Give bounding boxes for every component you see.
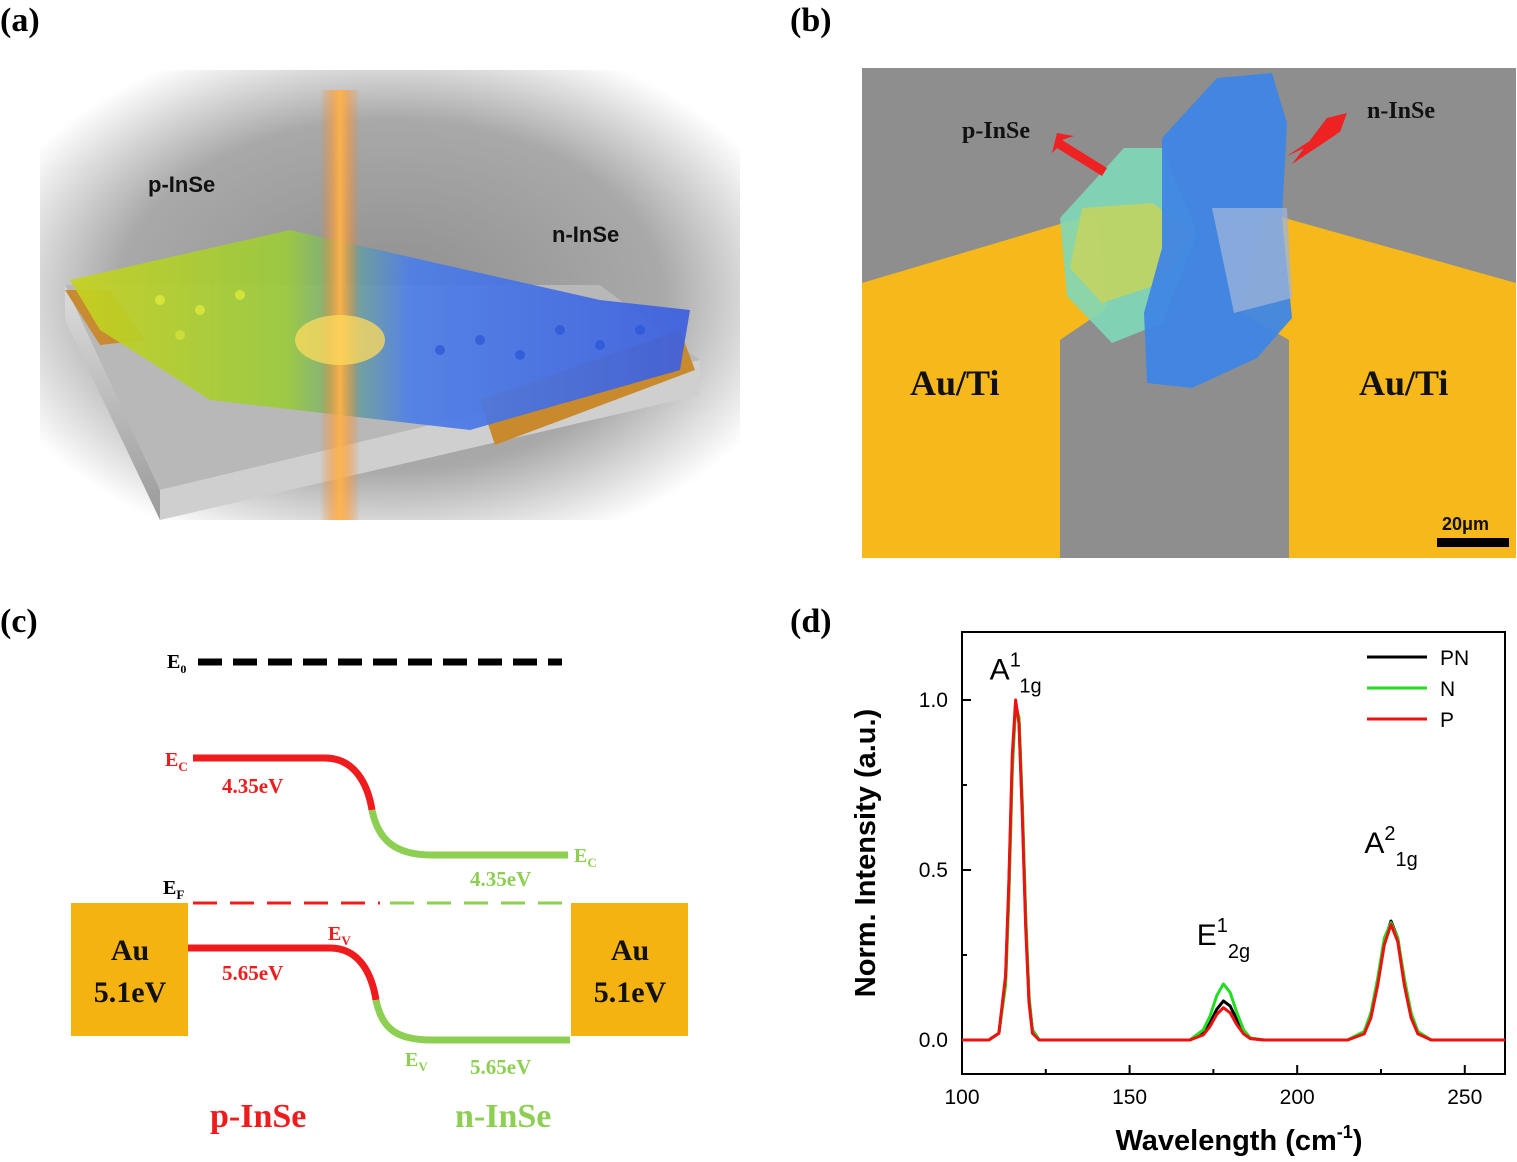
left-electrode [862,213,1107,558]
panel-b-label: (b) [790,2,832,39]
right-au-contact [571,903,688,1036]
panel-c-label: (c) [0,603,38,640]
axis-ticks: 100 150 200 250 0.0 0.5 1.0 [919,689,1483,1109]
y-tick-label: 1.0 [919,689,948,712]
valence-n-energy: 5.65eV [470,1055,531,1079]
micrograph-n-label: n-InSe [1367,98,1435,124]
n-overlap [1212,208,1292,313]
panel-d-label: (d) [790,603,832,640]
x-tick-label: 100 [944,1086,979,1109]
peak-label: E12g [1197,915,1250,963]
series-line-pn [962,701,1505,1042]
left-contact-metal: Au [111,934,149,967]
optical-micrograph: p-InSe n-InSe Au/Ti Au/Ti 20μm [862,68,1516,558]
right-contact-work-function: 5.1eV [594,976,667,1009]
valence-band-n [372,999,570,1044]
scale-bar-label: 20μm [1442,514,1489,534]
n-arrow [1287,113,1347,164]
valence-band-p [188,944,380,1001]
left-electrode-label: Au/Ti [910,363,999,403]
conduction-n-energy: 4.35eV [470,867,531,891]
laser-spot [295,315,385,365]
device-illustration: p-InSe n-InSe [40,70,740,520]
device-n-label: n-InSe [552,222,619,247]
conduction-n-symbol: EC [574,845,597,870]
plot-frame [961,631,1506,1075]
n-region-label: n-InSe [455,1098,551,1135]
fermi-level-label: EF [163,877,184,902]
x-tick-label: 250 [1447,1086,1482,1109]
laser-beam [320,90,360,520]
conduction-band-n [368,809,568,859]
x-axis-label: Wavelength (cm-1) [1116,1122,1363,1157]
right-electrode [1242,213,1516,558]
band-diagram: E0 Au 5.1eV Au 5.1eV EC 4.35eV EC 4.35eV… [71,651,688,1135]
vacuum-level-label: E0 [167,651,186,676]
panel-a-label: (a) [0,2,40,39]
x-tick-label: 150 [1112,1086,1147,1109]
device-p-label: p-InSe [148,172,215,197]
y-tick-label: 0.0 [919,1029,948,1052]
right-contact-metal: Au [611,934,649,967]
peak-label: A11g [990,650,1042,698]
peak-label: A21g [1364,823,1417,871]
conduction-band-p [193,754,376,811]
right-electrode-label: Au/Ti [1359,363,1448,403]
micrograph-p-label: p-InSe [962,118,1030,144]
substrate-front [65,285,160,520]
valence-n-symbol: EV [405,1049,428,1074]
series-line-p [962,698,1505,1042]
p-region-label: p-InSe [210,1098,306,1135]
legend-label: PN [1440,647,1469,670]
series-line-n [962,705,1505,1042]
legend-label: N [1440,678,1455,701]
y-axis-label: Norm. Intensity (a.u.) [850,709,882,997]
atom-lattice [155,290,645,360]
valence-p-energy: 5.65eV [222,961,283,985]
series-lines [962,698,1505,1042]
x-tick-label: 200 [1280,1086,1315,1109]
p-arrow [1052,133,1107,176]
peak-annotations: A11g E12g A21g [990,650,1418,963]
conduction-p-symbol: EC [165,749,188,774]
legend-label: P [1440,709,1454,732]
conduction-p-energy: 4.35eV [222,774,283,798]
valence-p-symbol: EV [328,923,351,948]
scale-bar [1437,538,1509,547]
left-contact-work-function: 5.1eV [94,976,167,1009]
left-au-contact [71,903,188,1036]
y-tick-label: 0.5 [919,859,948,882]
legend: PN NP [1367,647,1469,732]
